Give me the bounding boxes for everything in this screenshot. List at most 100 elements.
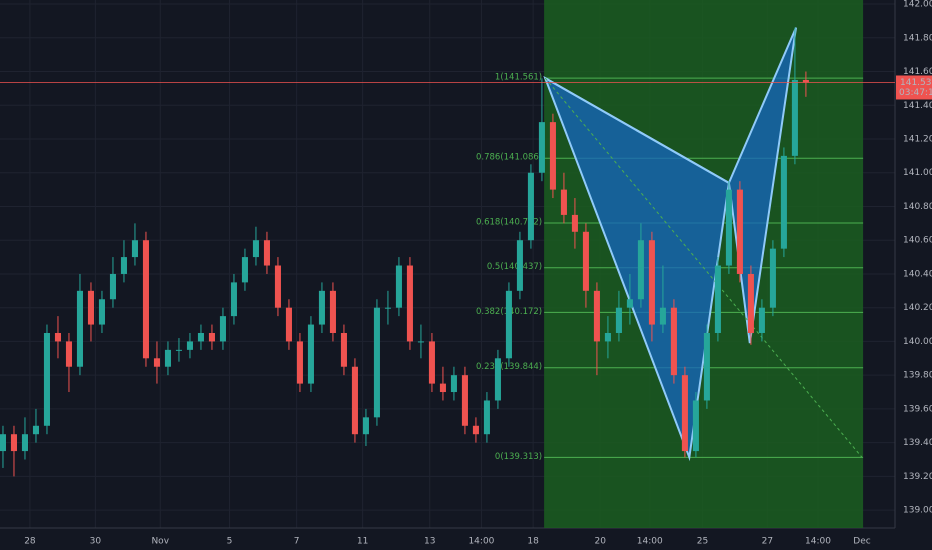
candle-body	[758, 307, 765, 333]
candle-body	[395, 265, 402, 308]
fib-label: 1(141.561)	[495, 73, 542, 83]
candle-body	[604, 332, 611, 342]
candle-body	[714, 265, 721, 333]
candle-body	[549, 122, 556, 190]
candle-body	[241, 257, 248, 283]
y-tick-label: 140.80	[903, 202, 932, 212]
price-label: 141.535	[900, 78, 932, 88]
candle-body	[219, 316, 226, 342]
candle-body	[626, 299, 633, 308]
x-tick-label: 18	[527, 537, 539, 547]
y-tick-label: 140.00	[903, 337, 932, 347]
y-tick-label: 140.60	[903, 236, 932, 246]
x-tick-label: Dec	[853, 537, 870, 547]
price-tag	[896, 75, 932, 100]
candle-body	[802, 79, 809, 83]
x-tick-label: 13	[424, 537, 435, 547]
candle-body	[450, 375, 457, 393]
candle-body	[274, 265, 281, 308]
candle-body	[186, 341, 193, 350]
candle-body	[384, 307, 391, 309]
candle-body	[142, 240, 149, 359]
candle-body	[76, 290, 83, 367]
candle-body	[483, 400, 490, 435]
trend-line	[544, 77, 863, 458]
fib-label: 0.5(140.437)	[487, 262, 542, 272]
candle-body	[439, 383, 446, 393]
candle-body	[406, 265, 413, 342]
candle-body	[692, 400, 699, 452]
candle-body	[461, 375, 468, 426]
x-tick-label: 28	[24, 537, 36, 547]
candle-body	[527, 172, 534, 241]
candle-body	[560, 189, 567, 215]
candle-body	[98, 299, 105, 325]
y-tick-label: 139.20	[903, 472, 932, 482]
candle-body	[351, 366, 358, 435]
candle-body	[703, 332, 710, 401]
pattern-leg	[544, 77, 730, 184]
candle-body	[494, 358, 501, 401]
candle-body	[43, 332, 50, 426]
candle-body	[791, 79, 798, 156]
candle-body	[472, 425, 479, 435]
candle-body	[54, 332, 61, 342]
candle-body	[263, 240, 270, 266]
candle-body	[252, 240, 259, 258]
candle-body	[340, 332, 347, 367]
candle-body	[417, 341, 424, 343]
x-tick-label: 11	[357, 537, 368, 547]
y-tick-label: 139.00	[903, 506, 932, 516]
y-tick-label: 139.60	[903, 404, 932, 414]
candle-body	[0, 434, 6, 452]
candle-body	[32, 425, 39, 435]
candle-body	[120, 257, 127, 274]
candle-body	[538, 122, 545, 173]
candle-body	[21, 434, 28, 452]
y-tick-label: 141.60	[903, 67, 932, 77]
candle-body	[670, 307, 677, 376]
candle-body	[571, 214, 578, 232]
y-tick-label: 141.40	[903, 101, 932, 111]
candle-body	[637, 240, 644, 300]
candle-body	[362, 417, 369, 435]
candle-body	[65, 341, 72, 367]
x-tick-label: 30	[90, 537, 102, 547]
x-tick-label: 5	[227, 537, 233, 547]
x-tick-label: 27	[762, 537, 773, 547]
candle-body	[428, 341, 435, 384]
fib-label: 0(139.313)	[495, 452, 542, 462]
y-tick-label: 140.40	[903, 269, 932, 279]
candle-body	[10, 434, 17, 452]
y-tick-label: 139.40	[903, 438, 932, 448]
candle-body	[296, 341, 303, 384]
candle-body	[131, 240, 138, 258]
x-tick-label: 14:00	[805, 537, 831, 547]
candle-body	[516, 240, 523, 291]
x-tick-label: 7	[294, 537, 300, 547]
candle-body	[780, 155, 787, 249]
x-tick-label: 14:00	[468, 537, 494, 547]
candle-body	[109, 273, 116, 300]
candle-body	[197, 332, 204, 342]
y-tick-label: 141.80	[903, 33, 932, 43]
x-tick-label: 14:00	[637, 537, 663, 547]
candle-body	[230, 282, 237, 317]
candle-body	[747, 273, 754, 333]
candle-body	[769, 248, 776, 308]
candle-body	[681, 375, 688, 452]
candle-body	[153, 358, 160, 367]
candle-body	[373, 307, 380, 418]
fib-label: 0.618(140.702)	[476, 218, 542, 228]
countdown-label: 03:47:13	[899, 88, 932, 98]
candle-body	[593, 290, 600, 342]
x-tick-label: 20	[594, 537, 606, 547]
candle-body	[736, 189, 743, 274]
candle-body	[582, 231, 589, 291]
candle-body	[648, 240, 655, 325]
candle-body	[175, 349, 182, 351]
y-tick-label: 141.20	[903, 135, 932, 145]
x-tick-label: 25	[697, 537, 708, 547]
candle-body	[505, 290, 512, 359]
